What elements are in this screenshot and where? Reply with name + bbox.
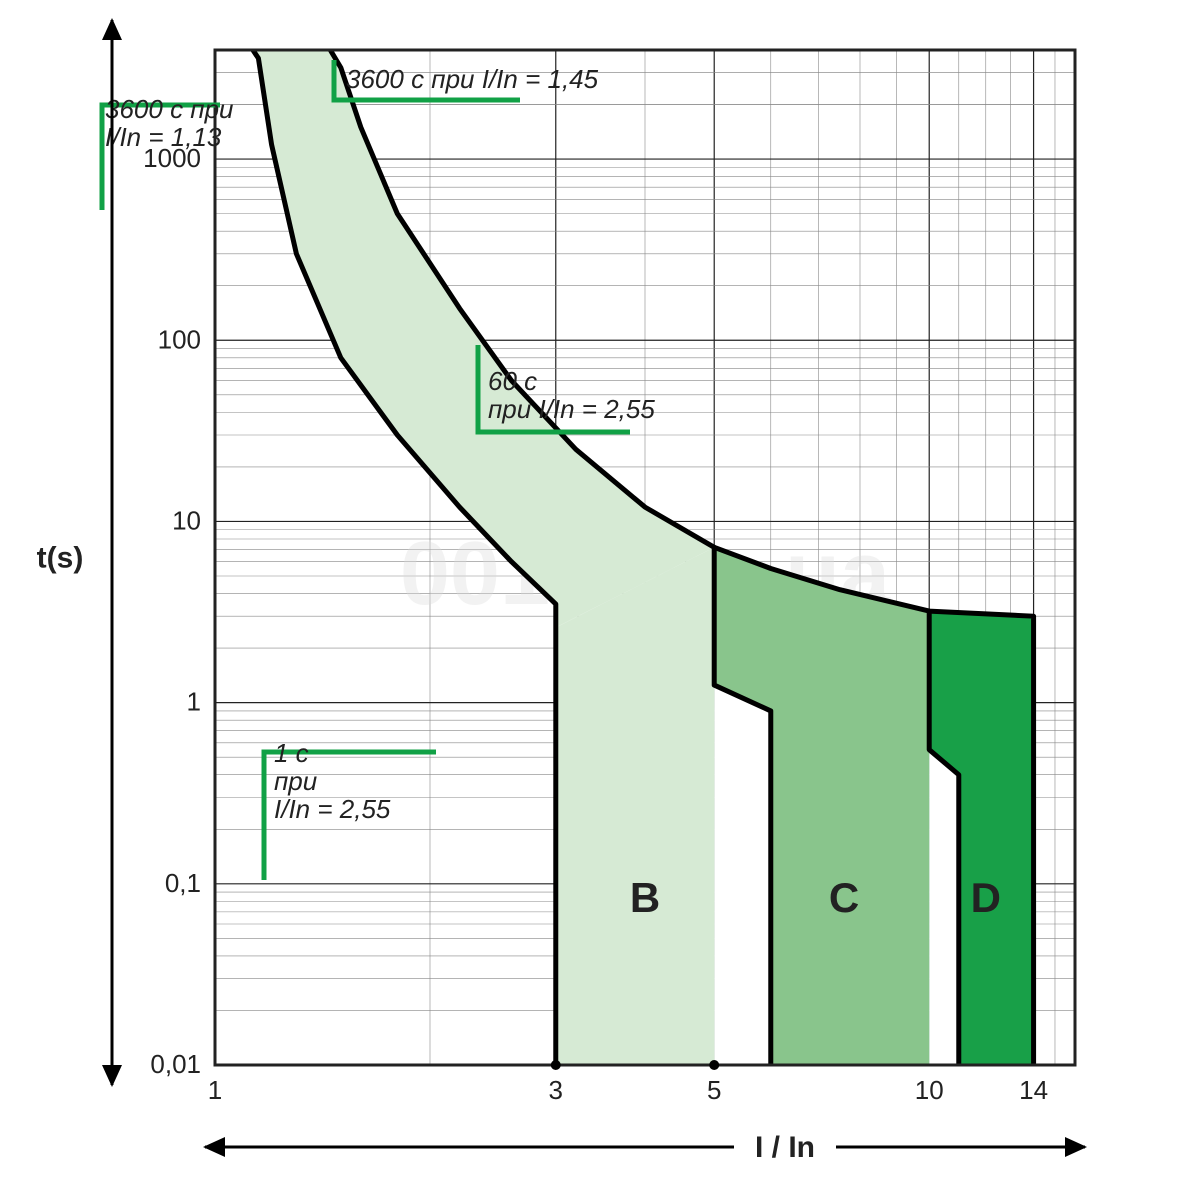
annotation-text-a4-l2: I/In = 2,55	[274, 794, 391, 824]
annotation-text-a4-l1: при	[274, 766, 317, 796]
y-tick-1: 0,1	[165, 868, 201, 898]
svg-text:I / In: I / In	[755, 1131, 815, 1164]
annotation-text-a1-l0: 3600 с при	[105, 94, 234, 124]
x-tick-0: 1	[208, 1075, 222, 1105]
annotation-text-a3-l0: 60 с	[488, 366, 537, 396]
y-tick-2: 1	[187, 687, 201, 717]
x-marker-3	[551, 1060, 561, 1070]
region-label-c: C	[829, 874, 859, 921]
y-tick-4: 100	[158, 324, 201, 354]
trip-curve-chart: 001.com.uaBCD3600 с приI/In = 1,133600 с…	[0, 0, 1200, 1200]
region-label-d: D	[971, 874, 1001, 921]
annotation-text-a4-l0: 1 с	[274, 738, 309, 768]
y-tick-5: 1000	[143, 143, 201, 173]
y-tick-3: 10	[172, 505, 201, 535]
x-tick-2: 5	[707, 1075, 721, 1105]
annotation-text-a2-l0: 3600 с при I/In = 1,45	[346, 64, 599, 94]
annotation-text-a3-l1: при I/In = 2,55	[488, 394, 655, 424]
x-tick-4: 14	[1019, 1075, 1048, 1105]
x-tick-1: 3	[549, 1075, 563, 1105]
x-marker-5	[709, 1060, 719, 1070]
chart-svg: 001.com.uaBCD3600 с приI/In = 1,133600 с…	[0, 0, 1200, 1200]
region-b-fill	[556, 547, 714, 1065]
y-tick-0: 0,01	[150, 1049, 201, 1079]
x-tick-3: 10	[915, 1075, 944, 1105]
y-axis-label: t(s)	[37, 542, 84, 575]
region-label-b: B	[630, 874, 660, 921]
